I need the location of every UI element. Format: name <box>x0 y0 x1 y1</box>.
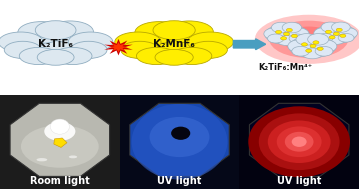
Ellipse shape <box>282 26 336 52</box>
Polygon shape <box>104 39 133 55</box>
Ellipse shape <box>44 122 75 141</box>
Polygon shape <box>109 42 128 52</box>
Text: UV light: UV light <box>277 177 321 186</box>
Polygon shape <box>10 103 109 176</box>
Circle shape <box>276 30 281 34</box>
Circle shape <box>286 28 292 32</box>
Circle shape <box>50 119 69 134</box>
Polygon shape <box>250 103 349 176</box>
Circle shape <box>301 43 307 46</box>
Text: UV light: UV light <box>157 177 202 186</box>
Circle shape <box>291 34 297 38</box>
Ellipse shape <box>150 117 209 157</box>
Circle shape <box>284 32 289 36</box>
Ellipse shape <box>132 104 227 180</box>
Circle shape <box>310 44 316 48</box>
Circle shape <box>333 32 339 36</box>
Text: K₂MnF₆: K₂MnF₆ <box>153 39 195 49</box>
FancyArrow shape <box>233 39 266 50</box>
Ellipse shape <box>69 155 77 158</box>
Circle shape <box>329 36 335 39</box>
Ellipse shape <box>285 132 313 152</box>
Text: K₂TiF₆:Mn⁴⁺: K₂TiF₆:Mn⁴⁺ <box>258 63 312 72</box>
Circle shape <box>336 28 342 32</box>
Ellipse shape <box>277 126 322 157</box>
Circle shape <box>313 41 319 44</box>
Ellipse shape <box>268 121 331 163</box>
Ellipse shape <box>248 106 350 177</box>
Ellipse shape <box>37 158 47 161</box>
Circle shape <box>281 37 286 40</box>
Circle shape <box>306 49 312 52</box>
Text: Room light: Room light <box>30 177 90 186</box>
Circle shape <box>340 34 346 37</box>
Circle shape <box>326 30 332 33</box>
Polygon shape <box>130 103 229 176</box>
Ellipse shape <box>269 21 348 58</box>
Text: K₂TiF₆: K₂TiF₆ <box>38 39 73 49</box>
Ellipse shape <box>171 127 190 140</box>
Circle shape <box>317 47 323 50</box>
Ellipse shape <box>255 15 359 64</box>
Ellipse shape <box>292 136 307 147</box>
Ellipse shape <box>21 125 99 168</box>
Ellipse shape <box>259 113 340 170</box>
Polygon shape <box>54 138 67 147</box>
